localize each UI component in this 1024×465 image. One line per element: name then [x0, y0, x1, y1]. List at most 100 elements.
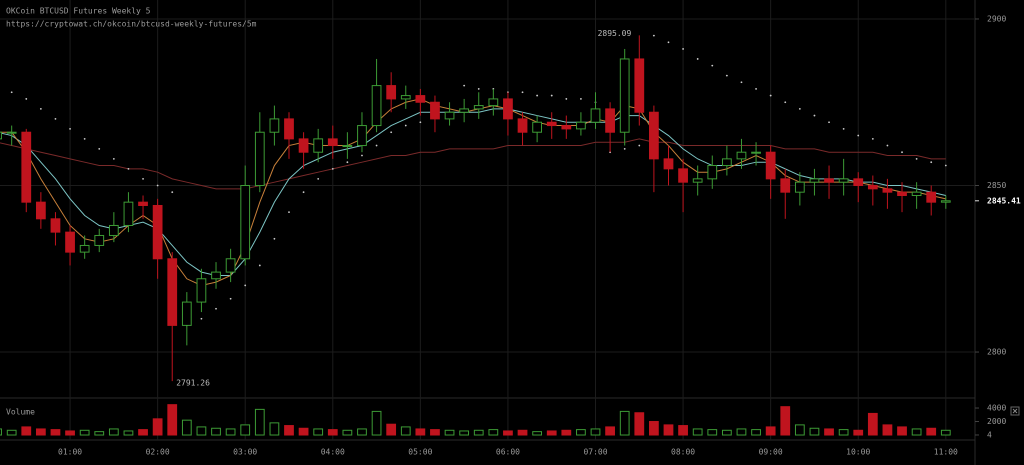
volume-bar [313, 428, 324, 436]
indicator-dot [886, 144, 889, 147]
volume-bar [284, 425, 294, 436]
candle-body [678, 168, 688, 183]
indicator-dot [229, 297, 232, 300]
indicator-dot [288, 211, 290, 214]
candle-body [430, 101, 440, 120]
close-pane-button[interactable] [1010, 406, 1020, 416]
volume-bar [459, 430, 470, 436]
volume-bar [152, 418, 163, 436]
x-tick-label: 08:00 [671, 448, 695, 457]
volume-bar [21, 426, 32, 436]
indicator-dot [652, 34, 655, 37]
candle-body [240, 185, 251, 260]
candle-body [590, 108, 601, 123]
candle-body [736, 151, 747, 160]
indicator-dot [550, 94, 553, 97]
candle-body [284, 118, 294, 140]
candle-body [634, 58, 645, 113]
candle-body [196, 278, 207, 303]
candle-body [327, 138, 338, 147]
volume-bar [65, 430, 75, 436]
x-tick-label: 01:00 [58, 448, 82, 457]
indicator-dot [112, 157, 115, 160]
indicator-dot [813, 114, 816, 117]
candle-body [298, 138, 309, 153]
volume-bar [225, 428, 236, 436]
volume-bar [357, 428, 367, 436]
candle-body [357, 125, 367, 147]
candle-body [649, 111, 659, 160]
indicator-dot [419, 121, 422, 124]
candle-body [65, 231, 75, 253]
volume-tick-label: 4000 [987, 404, 1006, 413]
indicator-dot [273, 237, 276, 240]
candle-body [561, 125, 572, 130]
volume-bar [576, 429, 586, 436]
indicator-dot [127, 167, 130, 170]
volume-bar [765, 426, 776, 436]
candle-body [838, 178, 849, 183]
volume-bar [838, 429, 849, 436]
y-tick-label: 2850 [987, 181, 1006, 190]
indicator-line [0, 138, 946, 190]
indicator-dot [375, 144, 378, 147]
volume-bar [546, 430, 557, 436]
candle-body [123, 201, 134, 226]
volume-bar [123, 430, 134, 436]
high-annotation: 2895.09 [598, 29, 632, 38]
indicator-dot [244, 284, 247, 287]
volume-bar [35, 428, 46, 436]
candle-body [415, 95, 426, 103]
indicator-dot [784, 101, 787, 104]
volume-bar [780, 406, 791, 436]
volume-bar [181, 419, 192, 436]
candle-body [342, 145, 353, 148]
indicator-dot [871, 137, 874, 140]
volume-bar [634, 412, 645, 436]
volume-bar [444, 429, 455, 436]
candle-body [940, 200, 951, 203]
indicator-dot [798, 108, 801, 110]
candle-body [21, 131, 32, 203]
indicator-dot [580, 98, 582, 100]
volume-bar [867, 412, 878, 436]
volume-bar [517, 429, 528, 436]
candle-body [444, 111, 455, 120]
volume-bar [400, 426, 411, 436]
x-tick-label: 03:00 [233, 448, 257, 457]
indicator-dot [98, 147, 101, 150]
indicator-dot [740, 81, 743, 84]
candle-body [780, 178, 791, 193]
candle-body [211, 271, 221, 280]
candle-body [79, 244, 90, 253]
indicator-dot [930, 161, 933, 164]
indicator-dot [156, 184, 159, 187]
indicator-dot [215, 307, 217, 310]
candle-body [503, 98, 513, 120]
candle-body [167, 258, 178, 326]
candle-body [313, 138, 324, 153]
candle-body [576, 121, 586, 130]
candle-body [473, 105, 484, 110]
indicator-dot [667, 41, 670, 44]
indicator-dot [69, 127, 71, 130]
volume-bar [50, 429, 61, 436]
x-tick-label: 06:00 [496, 448, 520, 457]
candle-body [824, 178, 834, 183]
candle-body [400, 95, 411, 100]
x-tick-label: 09:00 [759, 448, 783, 457]
last-price-label: 2845.41 [987, 196, 1021, 205]
volume-bar [707, 429, 718, 436]
volume-bar [298, 427, 309, 436]
volume-bar [794, 424, 805, 436]
volume-bar [415, 428, 426, 436]
volume-bar [678, 425, 688, 436]
volume-bar [211, 427, 221, 436]
indicator-dot [769, 94, 772, 97]
volume-bar [926, 427, 937, 436]
volume-bar [430, 429, 440, 436]
volume-bar [94, 431, 105, 436]
indicator-dot [842, 127, 845, 130]
candle-body [882, 188, 893, 193]
